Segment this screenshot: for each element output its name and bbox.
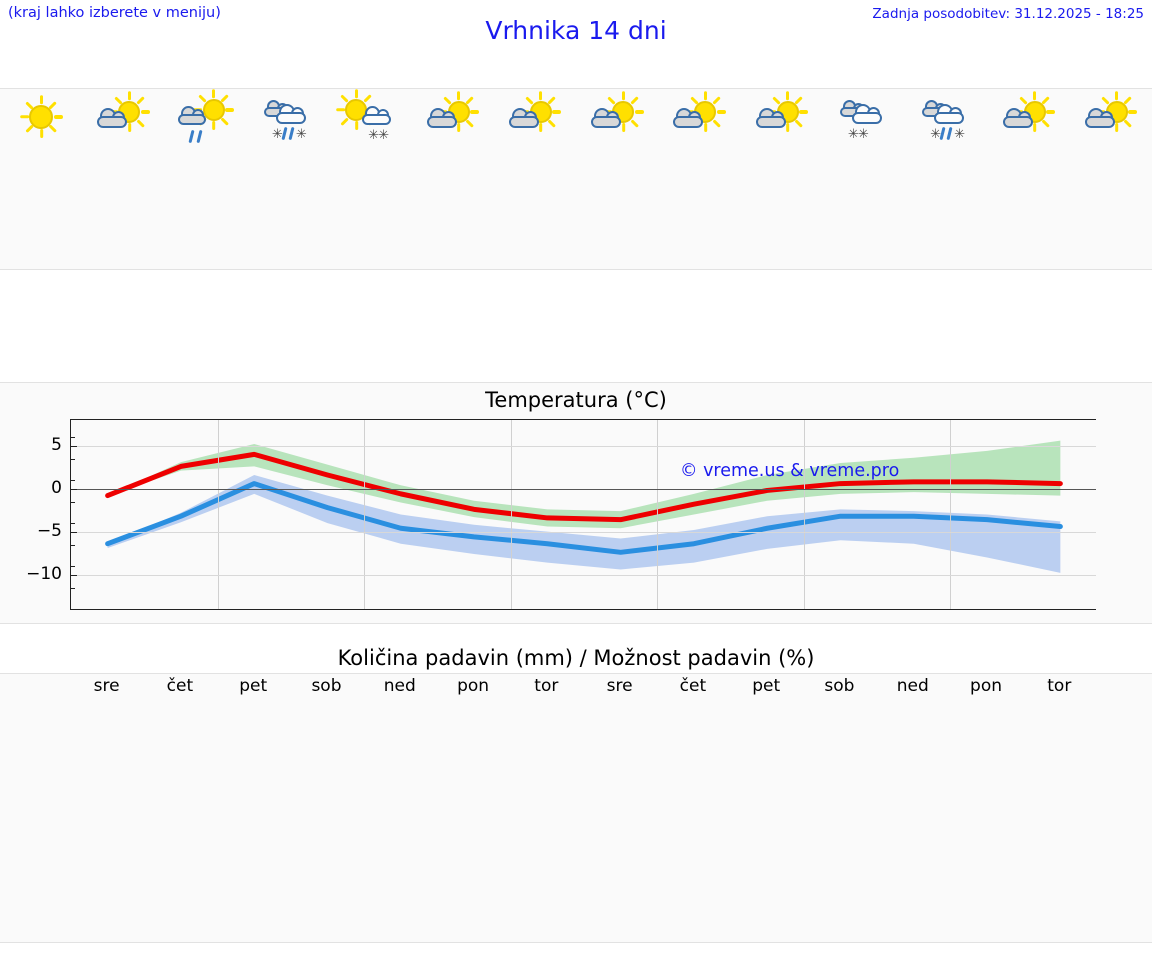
temperature-series-svg bbox=[105, 440, 1063, 573]
temperature-line bbox=[105, 451, 1063, 523]
day-column: ✳ ✳ bbox=[905, 89, 987, 269]
temperature-gridline bbox=[71, 445, 1096, 447]
temperature-y-tick bbox=[70, 531, 77, 533]
precipitation-chart-panel: Količina padavin (mm) / Možnost padavin … bbox=[0, 641, 1152, 975]
precipitation-day-label: sob bbox=[824, 676, 855, 696]
precipitation-day-label: pet bbox=[239, 676, 268, 696]
precipitation-day-label: sre bbox=[606, 676, 633, 696]
temperature-y-tick bbox=[70, 488, 77, 490]
weather-icon-partly-cloudy-snow: ✳ ✳ bbox=[329, 89, 411, 144]
temperature-chart-title: Temperatura (°C) bbox=[485, 388, 667, 412]
temperature-vertical-gridline bbox=[364, 420, 366, 609]
day-column bbox=[987, 89, 1069, 269]
temperature-y-axis-label: 5 bbox=[51, 434, 62, 455]
temperature-vertical-gridline bbox=[950, 420, 952, 609]
temperature-y-minor-tick bbox=[70, 501, 75, 503]
temperature-plot-area bbox=[70, 419, 1096, 610]
last-updated-text: Zadnja posodobitev: 31.12.2025 - 18:25 bbox=[872, 6, 1144, 22]
temperature-y-minor-tick bbox=[70, 458, 75, 460]
temperature-y-minor-tick bbox=[70, 544, 75, 546]
temperature-gridline bbox=[71, 574, 1096, 576]
precipitation-day-label: ned bbox=[383, 676, 416, 696]
temperature-vertical-gridline bbox=[803, 420, 805, 609]
precipitation-x-axis-labels: sre čet pet sob ned pon tor sre čet pet sob ned pon t… bbox=[70, 676, 1096, 702]
daily-forecast-strip: ✳ ✳ ✳ ✳ ✳ ✳ ✳ ✳ bbox=[0, 88, 1152, 270]
day-column: ✳ ✳ bbox=[329, 89, 411, 269]
temperature-uncertainty-band bbox=[107, 474, 1061, 573]
weather-icon-cloudy-rain-snow: ✳ ✳ bbox=[247, 92, 329, 144]
temperature-gridline bbox=[71, 531, 1096, 533]
temperature-line bbox=[105, 481, 1063, 555]
precipitation-day-label: sre bbox=[93, 676, 120, 696]
day-column bbox=[741, 89, 823, 269]
temperature-vertical-gridline bbox=[657, 420, 659, 609]
precipitation-chart-title: Količina padavin (mm) / Možnost padavin … bbox=[337, 646, 815, 670]
weather-icon-partly-cloudy bbox=[576, 91, 658, 144]
weather-icon-partly-cloudy-rain bbox=[165, 89, 247, 144]
temperature-y-minor-tick bbox=[70, 437, 75, 439]
temperature-y-minor-tick bbox=[70, 480, 75, 482]
temperature-y-axis-label: 0 bbox=[51, 477, 62, 498]
temperature-chart-panel: Temperatura (°C) 5 0 −5 −10 © vreme.us & vr… bbox=[0, 382, 1152, 624]
precipitation-day-label: tor bbox=[1047, 676, 1072, 696]
weather-icon-partly-cloudy bbox=[82, 91, 164, 144]
temperature-y-minor-tick bbox=[70, 587, 75, 589]
precipitation-chart-background bbox=[0, 673, 1152, 943]
menu-hint-text: (kraj lahko izberete v meniju) bbox=[8, 5, 221, 21]
weather-icon-partly-cloudy bbox=[741, 91, 823, 144]
weather-icon-cloudy-snow: ✳ ✳ bbox=[823, 92, 905, 144]
weather-icon-sunny bbox=[0, 92, 82, 144]
copyright-watermark: © vreme.us & vreme.pro bbox=[680, 461, 900, 481]
temperature-y-minor-tick bbox=[70, 523, 75, 525]
page-title: Vrhnika 14 dni bbox=[485, 16, 667, 45]
day-column bbox=[494, 89, 576, 269]
precipitation-day-label: tor bbox=[534, 676, 559, 696]
weather-icon-partly-cloudy bbox=[1070, 91, 1152, 144]
day-column bbox=[411, 89, 493, 269]
weather-icon-partly-cloudy bbox=[658, 91, 740, 144]
precipitation-day-label: sob bbox=[311, 676, 342, 696]
weather-icon-partly-cloudy bbox=[494, 91, 576, 144]
temperature-vertical-gridline bbox=[217, 420, 219, 609]
weather-icon-partly-cloudy bbox=[987, 91, 1069, 144]
temperature-vertical-gridline bbox=[510, 420, 512, 609]
precipitation-day-label: čet bbox=[166, 676, 194, 696]
temperature-y-tick bbox=[70, 445, 77, 447]
precipitation-day-label: čet bbox=[679, 676, 707, 696]
day-column bbox=[576, 89, 658, 269]
precipitation-day-label: pon bbox=[970, 676, 1002, 696]
day-column bbox=[0, 89, 82, 269]
day-column bbox=[658, 89, 740, 269]
weather-icon-partly-cloudy bbox=[411, 91, 493, 144]
precipitation-day-label: ned bbox=[896, 676, 929, 696]
day-column: ✳ ✳ bbox=[247, 89, 329, 269]
day-column bbox=[1070, 89, 1152, 269]
temperature-y-minor-tick bbox=[70, 566, 75, 568]
temperature-y-axis-label: −10 bbox=[26, 563, 62, 584]
day-column bbox=[82, 89, 164, 269]
temperature-y-axis-label: −5 bbox=[36, 520, 62, 541]
precipitation-day-label: pon bbox=[457, 676, 490, 696]
precipitation-day-label: pet bbox=[752, 676, 781, 696]
temperature-zero-line bbox=[71, 488, 1096, 490]
temperature-y-minor-tick bbox=[70, 609, 75, 610]
weather-icon-cloudy-rain-snow: ✳ ✳ bbox=[905, 92, 987, 144]
day-column bbox=[165, 89, 247, 269]
temperature-y-tick bbox=[70, 574, 77, 576]
day-column: ✳ ✳ bbox=[823, 89, 905, 269]
